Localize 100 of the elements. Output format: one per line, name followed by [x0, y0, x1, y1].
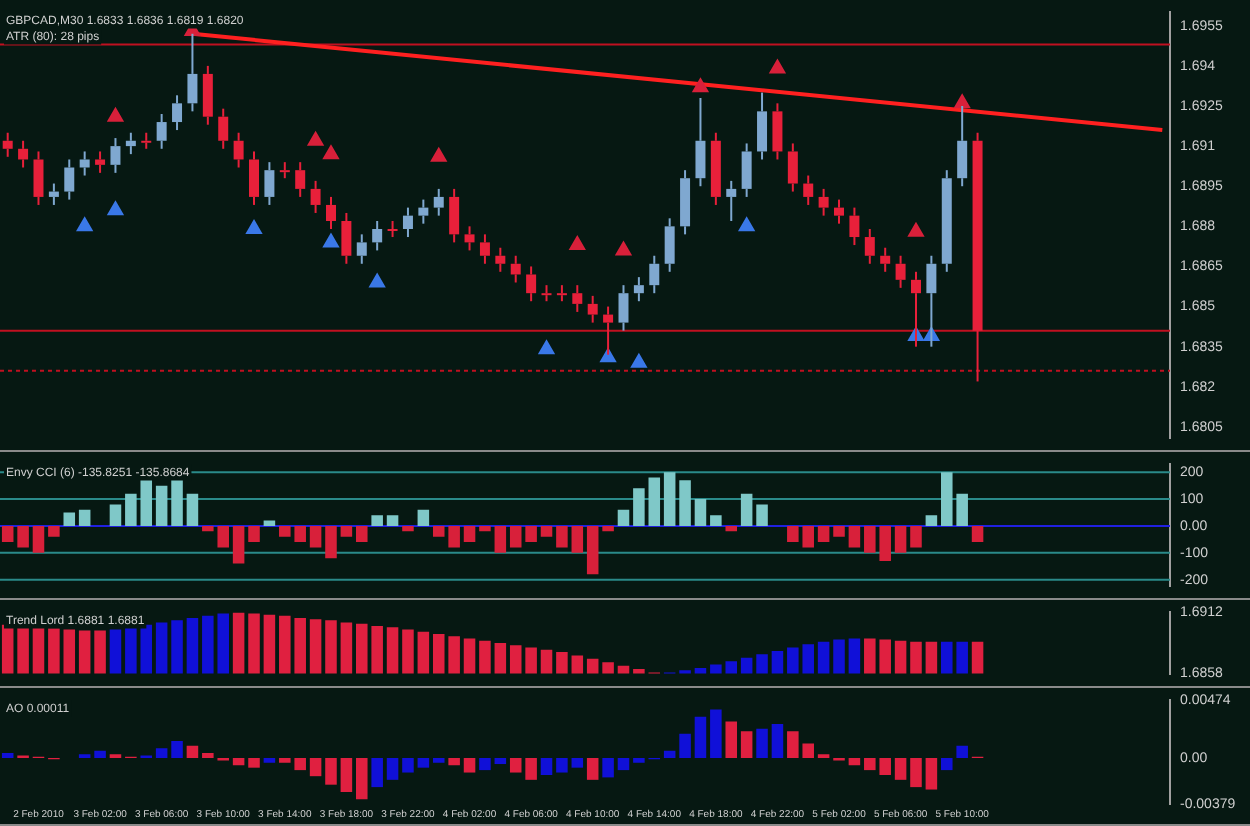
bar: [402, 757, 414, 773]
bar: [232, 525, 245, 564]
bar: [494, 757, 507, 765]
bar: [556, 525, 568, 548]
candlestick: [510, 255, 521, 283]
bar: [48, 525, 60, 537]
candlestick: [818, 188, 829, 216]
candlestick: [95, 151, 106, 173]
point: [569, 236, 586, 251]
bar: [586, 525, 599, 575]
bar: [679, 733, 691, 758]
bar: [710, 709, 722, 758]
candlestick: [402, 207, 413, 238]
bar: [186, 745, 199, 758]
point: [538, 340, 555, 355]
bar: [540, 757, 553, 775]
bar: [463, 525, 476, 543]
bar: [648, 477, 661, 526]
bar: [402, 525, 414, 532]
candlestick: [48, 183, 59, 205]
bar: [925, 757, 938, 790]
bar: [155, 748, 168, 758]
candlestick: [418, 199, 429, 224]
bar: [956, 745, 968, 758]
bar: [155, 485, 168, 526]
point: [307, 131, 324, 146]
candlestick: [741, 143, 752, 197]
bar: [325, 525, 337, 559]
point: [692, 78, 709, 93]
bar: [633, 757, 645, 763]
bar: [602, 525, 614, 532]
candlestick: [464, 226, 475, 251]
bar: [540, 525, 553, 537]
candlestick: [325, 196, 336, 230]
bar: [448, 757, 460, 766]
candlestick: [649, 255, 660, 294]
candlestick: [849, 207, 860, 246]
bar: [694, 499, 707, 526]
candlestick: [495, 247, 506, 272]
candlestick: [341, 212, 352, 264]
candlestick: [864, 229, 875, 264]
candlestick: [372, 220, 383, 251]
candlestick: [895, 255, 906, 288]
candlestick: [972, 132, 983, 382]
candlestick: [310, 180, 321, 213]
bar: [309, 757, 322, 777]
candlestick: [141, 132, 152, 149]
bar: [171, 477, 183, 526]
bar: [771, 723, 784, 758]
bar: [817, 525, 830, 543]
bar: [248, 757, 260, 768]
candlestick: [541, 285, 552, 302]
bar: [710, 515, 722, 526]
candlestick: [172, 95, 183, 131]
candlestick: [695, 97, 706, 187]
candlestick: [110, 138, 121, 173]
bar: [32, 525, 45, 553]
candlestick: [156, 114, 167, 149]
bar: [725, 721, 738, 758]
bar: [586, 757, 599, 780]
bar: [340, 525, 353, 537]
candlestick: [264, 162, 275, 205]
candlestick: [941, 170, 952, 272]
point: [630, 353, 647, 368]
bar: [833, 525, 845, 537]
candlestick: [449, 188, 460, 243]
candlestick: [556, 285, 567, 302]
candlestick: [218, 108, 229, 149]
candlestick: [79, 151, 90, 176]
bar: [663, 750, 676, 758]
candlestick: [772, 103, 783, 160]
bar: [432, 757, 445, 763]
point: [107, 201, 124, 216]
candlestick: [726, 180, 737, 221]
bar: [509, 525, 522, 548]
bar: [571, 525, 584, 553]
bar: [925, 515, 938, 526]
bar: [617, 757, 630, 771]
candlestick: [710, 132, 721, 205]
bar: [509, 757, 522, 773]
bar: [633, 488, 645, 526]
bar: [386, 515, 399, 526]
point: [323, 145, 339, 160]
candlestick: [834, 199, 845, 224]
candlestick: [664, 218, 675, 272]
bar: [479, 525, 491, 532]
candlestick: [279, 162, 290, 179]
candlestick: [249, 151, 260, 205]
candlestick: [618, 285, 629, 331]
candlestick: [33, 151, 44, 205]
bar: [186, 493, 199, 526]
bar: [971, 525, 984, 543]
point: [954, 94, 971, 109]
candlestick: [125, 132, 136, 155]
point: [107, 107, 124, 122]
candlestick: [64, 159, 75, 200]
bar: [756, 728, 768, 758]
candlestick: [479, 234, 490, 264]
bar: [756, 504, 768, 526]
bar: [556, 757, 568, 773]
